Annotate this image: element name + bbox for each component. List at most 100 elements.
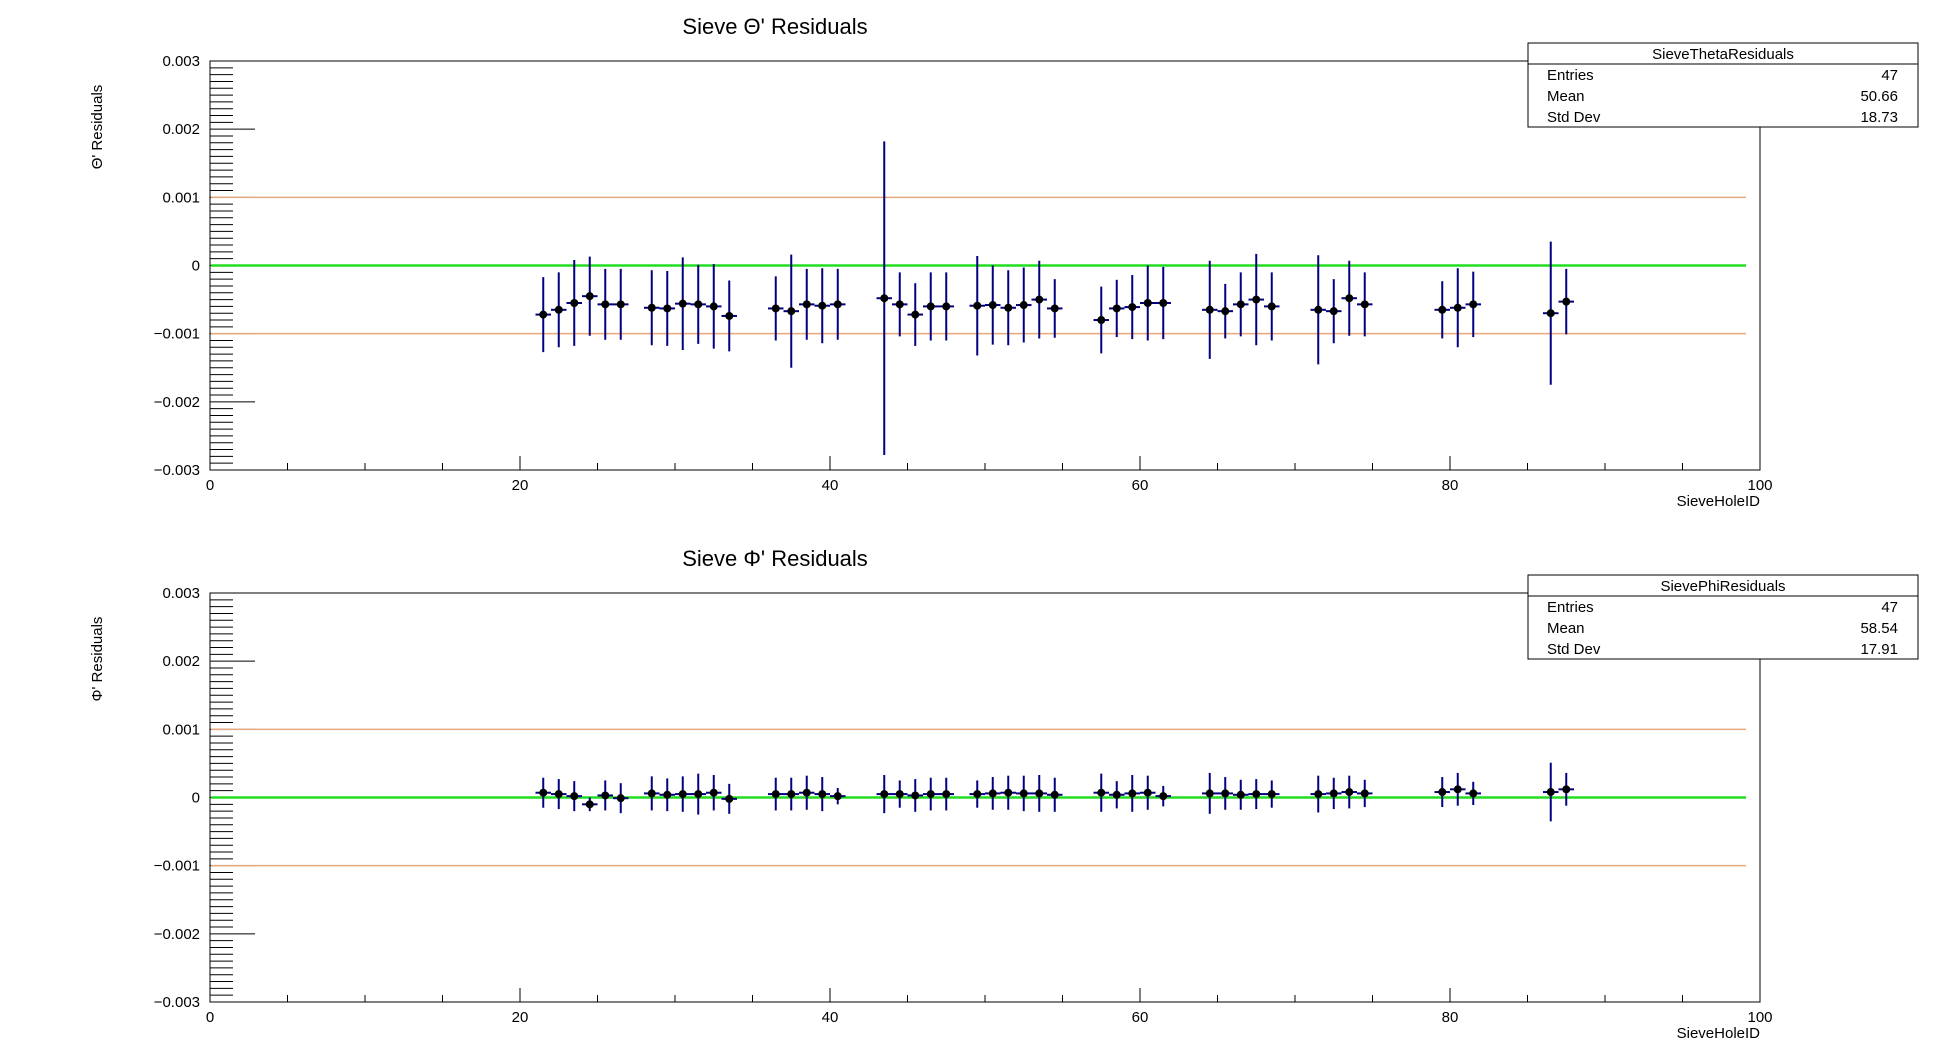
stats-row-label: Mean xyxy=(1547,88,1585,105)
x-axis-ticks: 0 20 40 60 80 100 xyxy=(206,456,1773,494)
data-marker xyxy=(833,300,842,309)
data-marker xyxy=(1035,789,1044,798)
data-marker xyxy=(1438,788,1447,797)
data-point xyxy=(1357,272,1373,337)
data-point xyxy=(644,776,660,811)
data-marker xyxy=(973,301,982,310)
data-point xyxy=(1155,785,1171,807)
data-marker xyxy=(787,790,796,799)
data-marker xyxy=(1469,300,1478,309)
data-marker xyxy=(1159,298,1168,307)
data-point xyxy=(1264,272,1280,341)
stats-box: SievePhiResiduals Entries 47 Mean 58.54 Std D… xyxy=(1527,574,1919,660)
x-axis-ticks: 0 20 40 60 80 100 xyxy=(206,988,1773,1026)
data-point xyxy=(1434,777,1450,808)
y-tick-label: 0.002 xyxy=(162,121,200,138)
data-point xyxy=(644,270,660,346)
data-point xyxy=(1310,775,1326,813)
data-marker xyxy=(663,790,672,799)
data-marker xyxy=(1004,788,1013,797)
data-point xyxy=(1124,275,1140,340)
data-point xyxy=(675,257,691,351)
data-point xyxy=(1233,779,1249,810)
data-marker xyxy=(725,311,734,320)
data-point xyxy=(1109,279,1125,338)
data-marker xyxy=(911,310,920,319)
data-marker xyxy=(802,300,811,309)
data-point xyxy=(551,272,567,348)
stats-row-value: 58.54 xyxy=(1860,620,1898,637)
stats-row-label: Entries xyxy=(1547,67,1594,84)
x-axis-label: SieveHoleID xyxy=(1677,1025,1761,1042)
x-tick-label: 60 xyxy=(1132,477,1149,494)
data-point xyxy=(923,272,939,341)
data-point xyxy=(1434,281,1450,339)
data-point xyxy=(597,780,613,811)
data-marker xyxy=(1019,301,1028,310)
data-point xyxy=(1465,781,1481,805)
data-marker xyxy=(1453,785,1462,794)
data-point xyxy=(1202,772,1218,814)
data-point xyxy=(1000,775,1016,810)
stats-row-value: 47 xyxy=(1881,599,1898,616)
data-marker xyxy=(1314,790,1323,799)
data-marker xyxy=(1329,789,1338,798)
stats-row-value: 47 xyxy=(1881,67,1898,84)
data-marker xyxy=(1345,788,1354,797)
data-point xyxy=(969,780,985,808)
y-tick-label: 0 xyxy=(192,258,200,275)
x-tick-label: 80 xyxy=(1442,1009,1459,1026)
data-point xyxy=(1543,762,1559,822)
data-point xyxy=(613,783,629,814)
y-axis-ticks: −0.003 −0.002 −0.001 0 0.001 0.002 0.003 xyxy=(154,53,255,479)
data-marker xyxy=(895,300,904,309)
data-marker xyxy=(678,299,687,308)
data-series xyxy=(535,762,1574,822)
data-marker xyxy=(1035,295,1044,304)
data-point xyxy=(659,270,675,346)
data-marker xyxy=(988,789,997,798)
data-point xyxy=(768,276,784,341)
reference-lines xyxy=(211,196,1746,335)
data-marker xyxy=(1267,302,1276,311)
data-point xyxy=(876,141,892,456)
data-marker xyxy=(1453,303,1462,312)
data-point xyxy=(1093,773,1109,812)
data-point xyxy=(582,797,598,812)
data-point xyxy=(659,778,675,812)
chart-panel-1: Sieve Φ' Residuals −0.003 −0.002 −0.001 0 0.0… xyxy=(89,546,1919,1042)
data-point xyxy=(783,777,799,811)
stats-box-title: SievePhiResiduals xyxy=(1660,578,1785,595)
data-point xyxy=(1450,268,1466,348)
x-tick-label: 40 xyxy=(822,477,839,494)
data-point xyxy=(1341,260,1357,336)
data-marker xyxy=(1143,298,1152,307)
data-point xyxy=(938,272,954,341)
data-marker xyxy=(570,298,579,307)
data-point xyxy=(938,777,954,811)
data-point xyxy=(1031,260,1047,339)
data-marker xyxy=(833,792,842,801)
stats-box: SieveThetaResiduals Entries 47 Mean 50.66 Std… xyxy=(1527,42,1919,128)
y-axis-label: Φ' Residuals xyxy=(89,617,106,702)
data-point xyxy=(1326,777,1342,810)
data-point xyxy=(1016,267,1032,343)
data-marker xyxy=(554,790,563,799)
data-marker xyxy=(647,789,656,798)
data-point xyxy=(799,268,815,340)
data-marker xyxy=(585,800,594,809)
data-point xyxy=(566,260,582,346)
data-point xyxy=(1109,781,1125,809)
data-marker xyxy=(616,300,625,309)
data-point xyxy=(706,775,722,811)
data-marker xyxy=(1469,789,1478,798)
data-marker xyxy=(1205,305,1214,314)
y-tick-label: 0.003 xyxy=(162,53,200,70)
data-point xyxy=(721,280,737,352)
x-tick-label: 100 xyxy=(1747,1009,1772,1026)
y-tick-label: −0.001 xyxy=(154,326,200,343)
data-point xyxy=(830,268,846,340)
y-tick-label: 0.003 xyxy=(162,585,200,602)
data-point xyxy=(1140,775,1156,810)
y-tick-label: −0.002 xyxy=(154,394,200,411)
